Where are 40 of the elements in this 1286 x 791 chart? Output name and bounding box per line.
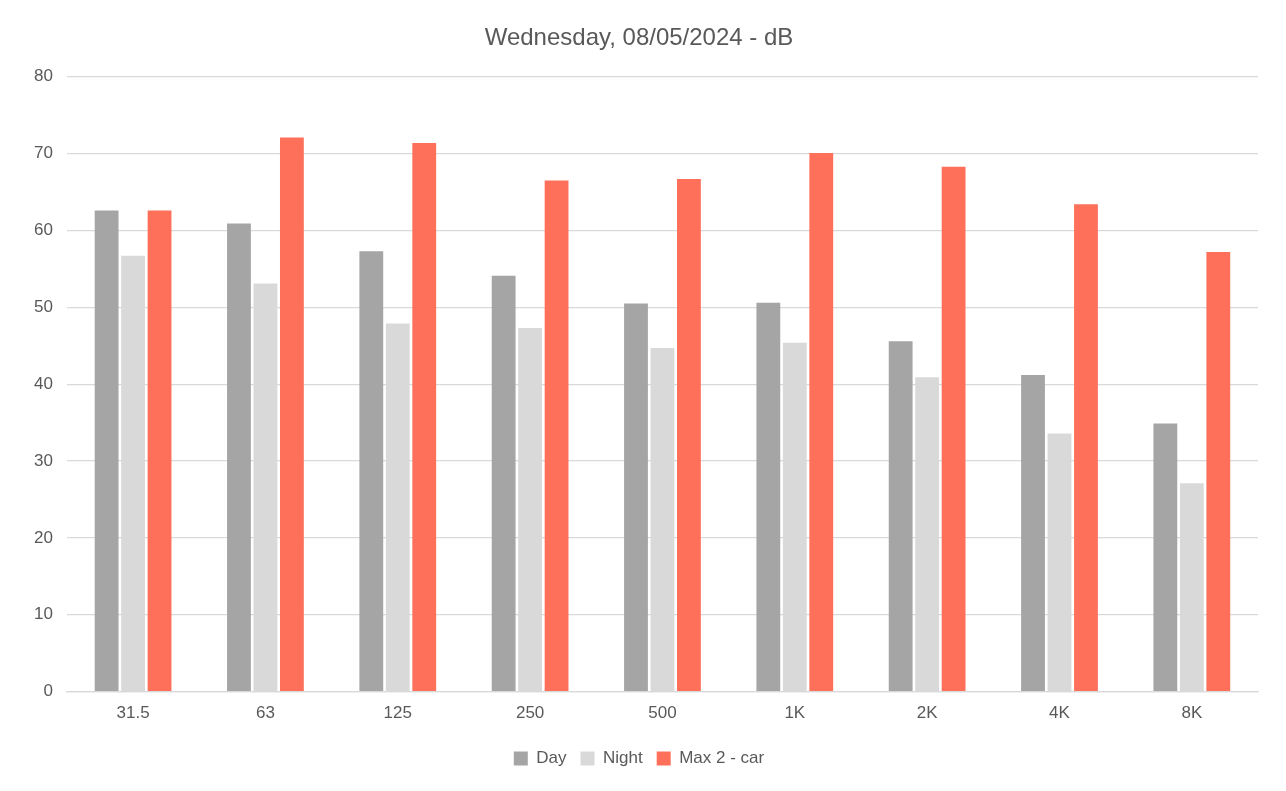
- bar: [1206, 252, 1231, 691]
- bar: [279, 137, 304, 691]
- bar: [227, 223, 251, 691]
- chart-title: Wednesday, 08/05/2024 - dB: [484, 23, 794, 51]
- bar: [412, 142, 437, 691]
- x-tick-label: 8K: [1181, 703, 1203, 723]
- y-tick-label: 60: [33, 220, 53, 240]
- x-tick-label: 31.5: [116, 703, 150, 723]
- y-tick-label: 0: [43, 681, 53, 701]
- y-tick-label: 20: [33, 527, 53, 547]
- y-tick-label: 80: [33, 66, 53, 86]
- x-tick-label: 63: [255, 703, 275, 723]
- bar: [756, 302, 781, 691]
- bar: [491, 275, 516, 691]
- x-tick-label: 500: [648, 703, 677, 723]
- x-tick-label: 4K: [1049, 703, 1071, 723]
- x-tick-label: 1K: [784, 703, 806, 723]
- bar: [1021, 374, 1045, 691]
- legend-label: Max 2 - car: [679, 748, 765, 768]
- bar: [147, 210, 172, 691]
- y-tick-label: 30: [33, 450, 53, 470]
- bar: [941, 166, 966, 691]
- y-tick-label: 40: [33, 373, 53, 393]
- bar: [359, 251, 384, 691]
- legend-label: Night: [603, 748, 643, 768]
- bar: [1074, 204, 1098, 691]
- bar: [809, 152, 834, 691]
- bar: [1153, 423, 1178, 691]
- x-tick-label: 125: [383, 703, 412, 723]
- y-tick-label: 50: [33, 297, 53, 317]
- bar: [544, 180, 569, 691]
- x-tick-label: 250: [515, 703, 545, 723]
- bar: [677, 179, 701, 691]
- bar: [624, 303, 648, 691]
- x-tick-label: 2K: [916, 703, 939, 723]
- y-tick-label: 10: [33, 604, 53, 624]
- legend-label: Day: [536, 748, 568, 768]
- bar: [888, 341, 913, 691]
- bar: [94, 210, 119, 691]
- y-tick-label: 70: [33, 143, 53, 163]
